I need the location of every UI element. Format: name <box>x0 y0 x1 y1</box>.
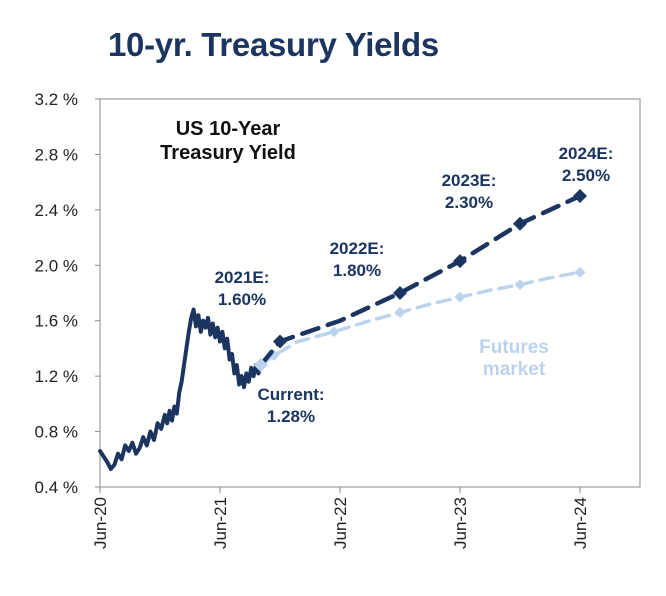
futures-marker <box>454 291 466 303</box>
y-axis: 0.4 % 0.8 % 1.2 % 1.6 % 2.0 % 2.4 % 2.8 % 3.2 % <box>35 90 100 497</box>
y-tick-label: 2.8 % <box>35 145 78 164</box>
x-tick-label: Jun-24 <box>571 497 590 549</box>
annotation-current: 1.28% <box>267 407 315 426</box>
y-tick-label: 0.4 % <box>35 478 78 497</box>
y-tick-label: 2.0 % <box>35 256 78 275</box>
annotation-e2024: 2.50% <box>562 166 610 185</box>
futures-marker <box>574 266 586 278</box>
y-tick-label: 1.2 % <box>35 367 78 386</box>
x-tick-label: Jun-21 <box>211 497 230 549</box>
annotation-e2021: 1.60% <box>218 290 266 309</box>
annotation-current: Current: <box>257 385 324 404</box>
forecast-marker <box>273 334 287 349</box>
series-line-futures <box>259 270 582 367</box>
annotation-e2023: 2023E: <box>442 171 497 190</box>
plot-frame <box>99 98 641 488</box>
annotation-e2022: 1.80% <box>333 261 381 280</box>
annotation-futures: Futures <box>479 337 549 358</box>
x-tick-label: Jun-20 <box>91 497 110 549</box>
x-tick-label: Jun-23 <box>451 497 470 549</box>
y-tick-label: 3.2 % <box>35 90 78 109</box>
current-marker <box>253 358 268 373</box>
page-title: 10-yr. Treasury Yields <box>108 26 439 63</box>
x-axis: Jun-20 Jun-21 Jun-22 Jun-23 Jun-24 <box>91 487 590 549</box>
forecast-marker <box>513 216 527 231</box>
forecast-marker <box>573 189 587 203</box>
forecast-marker <box>393 286 407 300</box>
futures-marker <box>514 279 526 291</box>
inset-title: US 10-Year Treasury Yield <box>160 118 296 164</box>
annotation-e2021: 2021E: <box>215 268 270 287</box>
x-tick-label: Jun-22 <box>331 497 350 549</box>
annotation-futures: market <box>483 359 546 380</box>
series-line-actual <box>98 307 263 471</box>
inset-title-line-2: Treasury Yield <box>160 142 296 164</box>
annotation-e2023: 2.30% <box>445 193 493 212</box>
y-tick-label: 0.8 % <box>35 423 78 442</box>
annotation-e2024: 2024E: <box>559 144 614 163</box>
futures-marker <box>394 306 406 318</box>
futures-marker <box>328 326 340 338</box>
forecast-marker <box>453 254 467 269</box>
annotation-e2022: 2022E: <box>330 239 385 258</box>
series-layer <box>98 189 587 471</box>
inset-title-line-1: US 10-Year <box>176 118 281 140</box>
annotations: Current: 1.28% 2021E: 1.60% 2022E: 1.80% 2023E… <box>215 144 614 426</box>
y-tick-label: 2.4 % <box>35 201 78 220</box>
y-tick-label: 1.6 % <box>35 312 78 331</box>
